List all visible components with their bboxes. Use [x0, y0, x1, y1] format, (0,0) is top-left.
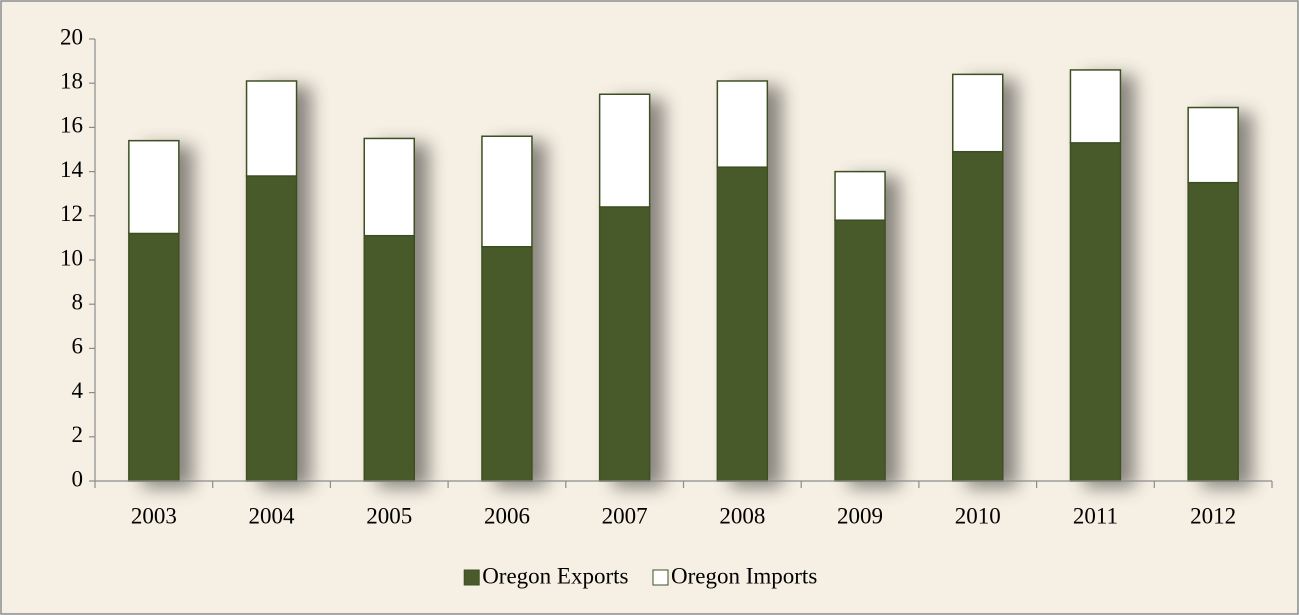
y-tick-label: 2	[72, 422, 84, 447]
bar-segment	[834, 170, 886, 221]
bar-segment	[363, 234, 415, 482]
x-tick-label: 2009	[837, 503, 883, 528]
x-tick-label: 2007	[602, 503, 648, 528]
x-tick-label: 2012	[1190, 503, 1236, 528]
bar-segment	[716, 166, 769, 482]
x-tick-label: 2008	[719, 503, 765, 528]
bar-segment	[481, 245, 533, 482]
bar-segment	[128, 232, 180, 482]
y-tick-label: 16	[60, 113, 83, 138]
bar-segment	[1069, 69, 1122, 144]
bar-segment	[598, 206, 651, 482]
legend-swatch	[463, 569, 480, 586]
x-tick-label: 2006	[484, 503, 530, 528]
y-tick-label: 10	[60, 245, 83, 270]
legend-label: Oregon Exports	[482, 563, 628, 588]
y-tick-label: 0	[72, 466, 84, 491]
bar-segment	[481, 135, 533, 248]
y-tick-label: 6	[72, 334, 84, 359]
y-tick-label: 18	[60, 68, 83, 93]
y-tick-label: 14	[60, 157, 84, 182]
legend-swatch	[652, 569, 669, 586]
bar-segment	[1069, 142, 1122, 482]
bar-segment	[1187, 106, 1239, 184]
bar-segment	[834, 219, 886, 482]
bar-segment	[598, 93, 651, 208]
bars	[128, 69, 1239, 482]
bar-segment	[716, 80, 769, 168]
y-tick-label: 12	[60, 201, 83, 226]
x-tick-label: 2010	[955, 503, 1001, 528]
x-tick-label: 2003	[131, 503, 177, 528]
bar-segment	[1187, 181, 1239, 482]
bar-segment	[245, 175, 298, 482]
y-tick-label: 20	[60, 24, 83, 49]
x-tick-label: 2004	[249, 503, 296, 528]
bar-segment	[128, 139, 180, 235]
legend-label: Oregon Imports	[671, 563, 817, 588]
bar-segment	[245, 80, 298, 177]
y-tick-label: 8	[72, 289, 84, 314]
y-tick-label: 4	[72, 378, 84, 403]
bar-segment	[363, 137, 415, 237]
x-tick-label: 2005	[366, 503, 412, 528]
x-tick-label: 2011	[1073, 503, 1118, 528]
bar-segment	[952, 150, 1004, 482]
bar-segment	[952, 73, 1004, 153]
